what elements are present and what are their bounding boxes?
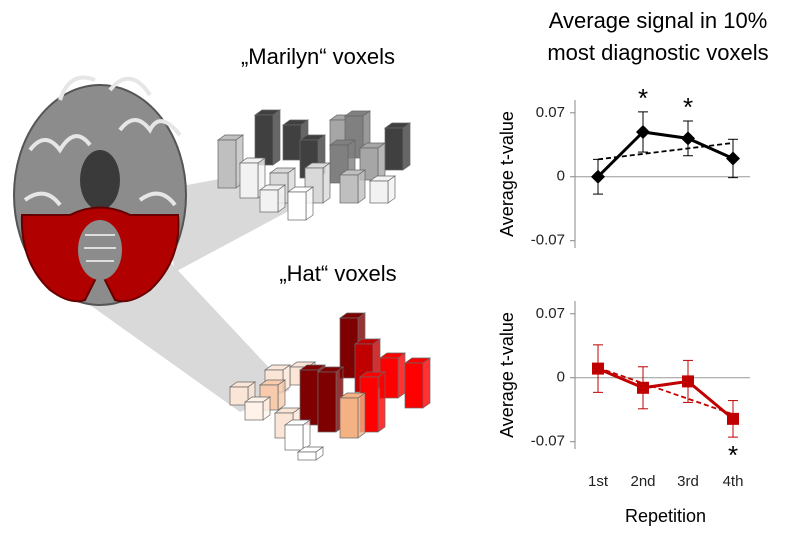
voxel-front (217, 139, 237, 189)
title: most diagnostic voxels (547, 40, 768, 65)
y-tick-label: 0 (557, 168, 565, 185)
projection-beam (90, 262, 290, 412)
y-tick-label: 0 (557, 369, 565, 386)
voxel-side (272, 109, 281, 166)
x-tick-label: 2nd (630, 473, 655, 490)
voxel-front (369, 180, 389, 204)
marker (592, 362, 604, 375)
voxel-side (277, 184, 286, 213)
y-tick-label: 0.07 (536, 305, 565, 322)
trend-line (597, 366, 734, 416)
x-tick-label: 4th (723, 473, 744, 490)
voxel-front (254, 114, 274, 166)
voxel-side (377, 142, 386, 181)
marker (726, 151, 740, 166)
voxel-side (402, 122, 411, 171)
marker (636, 124, 650, 139)
y-axis-label: Average t-value (497, 312, 517, 438)
voxel-side (357, 392, 366, 439)
series-line (597, 367, 734, 421)
brain (13, 75, 187, 306)
voxel-side (302, 419, 311, 451)
voxel-side (387, 175, 396, 204)
voxel-side (397, 352, 406, 399)
voxel-side (277, 379, 286, 411)
voxel-side (357, 169, 366, 204)
voxel-front (284, 424, 304, 451)
voxel-front (244, 401, 264, 421)
marker (727, 412, 739, 425)
trend-line (597, 142, 734, 161)
voxel-side (377, 371, 386, 433)
voxel-front (282, 124, 302, 161)
x-axis-label: Repetition (625, 506, 706, 526)
significance-star: * (638, 83, 648, 113)
voxel-clusters (216, 109, 432, 461)
title: Average signal in 10% (549, 8, 768, 33)
voxel-front (317, 371, 337, 433)
cluster-label: „Hat“ voxels (279, 261, 396, 286)
voxel-front (239, 162, 259, 199)
voxel-front (339, 397, 359, 439)
y-tick-label: 0.07 (536, 104, 565, 121)
voxel-side (305, 186, 314, 221)
marker (682, 375, 694, 388)
x-tick-label: 3rd (677, 473, 699, 490)
voxel-front (229, 386, 249, 406)
series-line (596, 130, 734, 178)
y-tick-label: -0.07 (531, 232, 565, 249)
marker (591, 169, 605, 184)
voxel-front (384, 127, 404, 171)
voxel-front (297, 451, 317, 461)
voxel-front (299, 369, 319, 426)
y-axis-label: Average t-value (497, 111, 517, 237)
marker (637, 381, 649, 394)
y-tick-label: -0.07 (531, 433, 565, 450)
voxel-front (404, 362, 424, 409)
voxel-front (339, 174, 359, 204)
cluster-label: „Marilyn“ voxels (241, 44, 395, 69)
voxel-side (422, 357, 431, 409)
significance-star: * (728, 440, 738, 470)
voxel-front (259, 189, 279, 213)
significance-star: * (683, 92, 693, 122)
voxel-front (287, 191, 307, 221)
marker (681, 131, 695, 146)
voxel-side (322, 162, 331, 204)
x-tick-label: 1st (588, 473, 609, 490)
